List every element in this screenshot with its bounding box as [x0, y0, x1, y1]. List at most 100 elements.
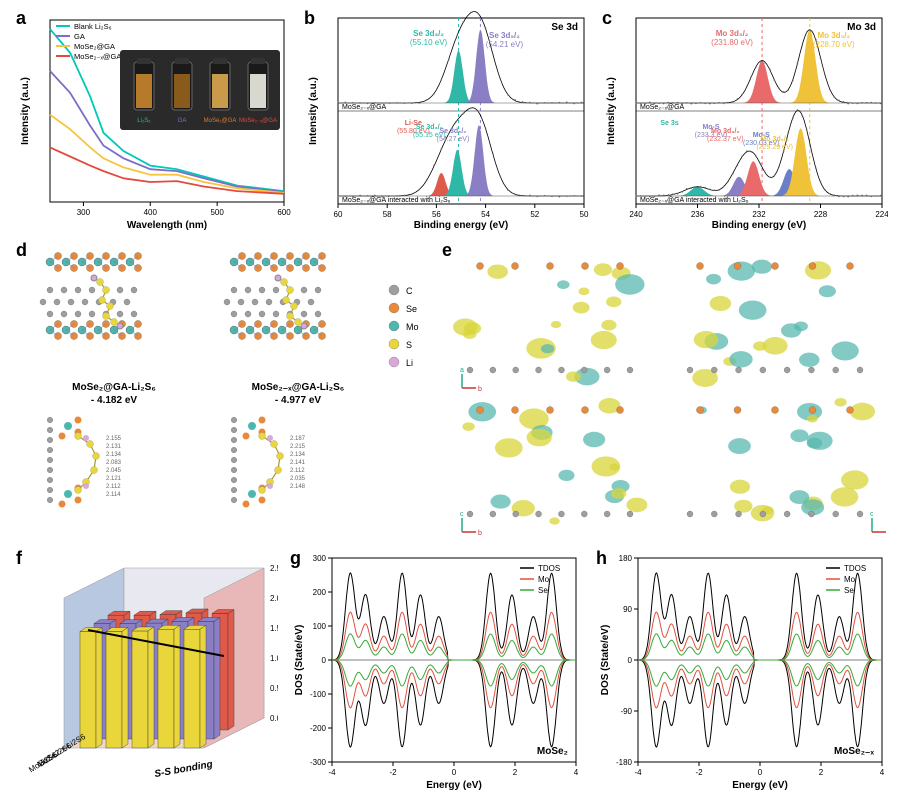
svg-text:MoSe₂₋ₓ@GA: MoSe₂₋ₓ@GA: [640, 104, 685, 111]
svg-text:(229.29 eV): (229.29 eV): [756, 144, 793, 151]
panel-g-label: g: [290, 548, 301, 569]
svg-text:S-S bonding: S-S bonding: [154, 759, 214, 780]
dft-structures: MoSe₂@GA-Li₂S₆- 4.182 eVMoSe₂₋ₓ@GA-Li₂S₆…: [14, 240, 432, 540]
panel-a-label: a: [16, 8, 26, 29]
svg-text:0: 0: [322, 656, 327, 665]
svg-text:0.0: 0.0: [270, 714, 278, 723]
svg-text:Li₂S₆: Li₂S₆: [137, 118, 151, 124]
svg-text:2.121: 2.121: [106, 476, 122, 482]
svg-text:2.112: 2.112: [106, 484, 121, 490]
svg-text:(228.70 eV): (228.70 eV): [813, 40, 855, 49]
svg-text:Se: Se: [406, 304, 417, 314]
svg-text:Li: Li: [406, 358, 413, 368]
svg-text:(231.80 eV): (231.80 eV): [711, 38, 753, 47]
svg-text:2: 2: [513, 768, 518, 777]
svg-text:1.0: 1.0: [270, 654, 278, 663]
svg-text:0: 0: [628, 656, 633, 665]
dos-mose2x: -4-2024-180-90090180Energy (eV)DOS (Stat…: [594, 548, 890, 792]
svg-text:MoSe₂@GA: MoSe₂@GA: [204, 118, 237, 124]
svg-text:2.035: 2.035: [290, 476, 306, 482]
svg-text:MoSe₂₋ₓ@GA interacted with Li₂: MoSe₂₋ₓ@GA interacted with Li₂S₆: [640, 197, 749, 204]
svg-text:Se 3s: Se 3s: [660, 120, 678, 127]
dos-mose2: -4-2024-300-200-1000100200300Energy (eV)…: [288, 548, 584, 792]
svg-text:2.112: 2.112: [290, 468, 305, 474]
svg-text:Mo 3d₅/₂: Mo 3d₅/₂: [817, 31, 850, 40]
svg-text:56: 56: [432, 210, 441, 219]
svg-text:2.148: 2.148: [290, 484, 306, 490]
svg-text:4: 4: [880, 768, 885, 777]
svg-text:400: 400: [144, 208, 158, 217]
svg-text:60: 60: [334, 210, 343, 219]
svg-text:Se 3d₃/₂: Se 3d₃/₂: [413, 29, 444, 38]
svg-text:2.045: 2.045: [106, 468, 122, 474]
svg-text:MoSe₂₋ₓ@GA-Li₂S₆: MoSe₂₋ₓ@GA-Li₂S₆: [252, 382, 345, 393]
svg-text:Intensity (a.u.): Intensity (a.u.): [20, 77, 31, 145]
svg-text:90: 90: [623, 605, 632, 614]
xps-mo-chart: MoSe₂₋ₓ@GA MoSe₂₋ₓ@GA interacted with Li₂…: [600, 8, 888, 232]
svg-text:(232.37 eV): (232.37 eV): [707, 136, 744, 143]
svg-text:- 4.977 eV: - 4.977 eV: [275, 395, 321, 406]
svg-text:4: 4: [574, 768, 579, 777]
svg-text:Wavelength (nm): Wavelength (nm): [127, 220, 207, 231]
svg-text:-4: -4: [634, 768, 642, 777]
svg-text:TDOS: TDOS: [538, 564, 560, 573]
svg-text:DOS (State/eV): DOS (State/eV): [600, 625, 611, 696]
svg-text:52: 52: [530, 210, 539, 219]
svg-text:c: c: [870, 511, 874, 518]
svg-text:- 4.182 eV: - 4.182 eV: [91, 395, 137, 406]
svg-text:236: 236: [691, 210, 705, 219]
svg-text:Mo 3d₃/₂: Mo 3d₃/₂: [716, 29, 749, 38]
panel-c-label: c: [602, 8, 612, 29]
uv-vis-chart: 300400500600Wavelength (nm)Intensity (a.…: [14, 8, 292, 232]
svg-text:-180: -180: [616, 758, 633, 767]
svg-text:MoSe₂₋ₓ@GA: MoSe₂₋ₓ@GA: [239, 118, 277, 124]
svg-text:100: 100: [313, 622, 327, 631]
svg-text:S: S: [406, 340, 412, 350]
svg-text:300: 300: [313, 554, 327, 563]
svg-text:0.5: 0.5: [270, 684, 278, 693]
svg-text:0: 0: [758, 768, 763, 777]
svg-text:(54.21 eV): (54.21 eV): [486, 40, 524, 49]
bond-length-3d-bars: 0.00.51.01.52.02.5MoSe2-x-Li2S6MoSe2-Li2…: [14, 548, 278, 792]
panel-c: c MoSe₂₋ₓ@GA MoSe₂₋ₓ@GA interacted with L…: [600, 8, 888, 232]
svg-text:MoSe₂₋ₓ@GA interacted with Li₂: MoSe₂₋ₓ@GA interacted with Li₂S₆: [342, 197, 451, 204]
panel-h-label: h: [596, 548, 607, 569]
svg-text:58: 58: [383, 210, 392, 219]
svg-text:Mo 3d₃/₂: Mo 3d₃/₂: [711, 128, 740, 135]
svg-text:MoSe₂: MoSe₂: [537, 746, 568, 757]
figure-root: a 300400500600Wavelength (nm)Intensity (…: [0, 0, 897, 803]
svg-text:0: 0: [452, 768, 457, 777]
svg-text:b: b: [478, 386, 482, 393]
svg-text:Energy (eV): Energy (eV): [732, 780, 788, 791]
svg-text:1.5: 1.5: [270, 624, 278, 633]
svg-text:Intensity (a.u.): Intensity (a.u.): [606, 77, 617, 145]
svg-text:2.187: 2.187: [290, 436, 306, 442]
xps-se-chart: MoSe₂₋ₓ@GAMoSe₂₋ₓ@GA interacted with Li₂…: [302, 8, 590, 232]
svg-text:MoSe₂₋ₓ: MoSe₂₋ₓ: [834, 746, 874, 757]
svg-text:-2: -2: [695, 768, 703, 777]
svg-text:2.155: 2.155: [106, 436, 122, 442]
svg-text:Mo: Mo: [844, 575, 856, 584]
svg-text:-100: -100: [310, 690, 327, 699]
svg-text:180: 180: [619, 554, 633, 563]
charge-density: abcbcb: [440, 240, 888, 540]
svg-text:2.5: 2.5: [270, 564, 278, 573]
svg-text:Mo: Mo: [406, 322, 419, 332]
svg-text:224: 224: [875, 210, 888, 219]
svg-text:54: 54: [481, 210, 490, 219]
svg-text:a: a: [460, 367, 464, 374]
svg-text:500: 500: [210, 208, 224, 217]
svg-text:(55.10 eV): (55.10 eV): [410, 38, 448, 47]
panel-d: d MoSe₂@GA-Li₂S₆- 4.182 eVMoSe₂₋ₓ@GA-Li₂…: [14, 240, 432, 540]
svg-text:Energy (eV): Energy (eV): [426, 780, 482, 791]
svg-text:2.141: 2.141: [290, 460, 306, 466]
svg-text:2.0: 2.0: [270, 594, 278, 603]
svg-text:DOS (State/eV): DOS (State/eV): [294, 625, 305, 696]
svg-text:200: 200: [313, 588, 327, 597]
svg-text:-90: -90: [620, 707, 632, 716]
panel-f-label: f: [16, 548, 22, 569]
panel-g: g -4-2024-300-200-1000100200300Energy (e…: [288, 548, 584, 792]
panel-h: h -4-2024-180-90090180Energy (eV)DOS (St…: [594, 548, 890, 792]
panel-e-label: e: [442, 240, 452, 261]
svg-text:-4: -4: [328, 768, 336, 777]
